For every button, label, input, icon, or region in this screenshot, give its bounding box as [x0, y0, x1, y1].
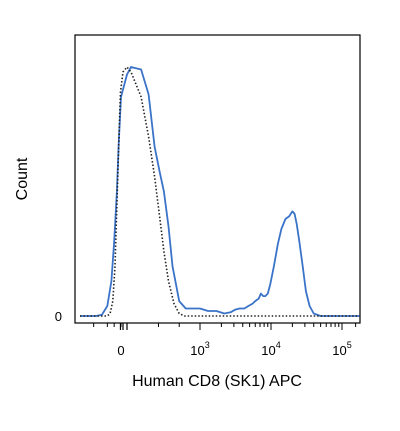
stained-histogram-line	[80, 66, 360, 317]
x-tick-label: 0	[117, 343, 124, 358]
series-layer	[80, 66, 360, 317]
plot-frame	[74, 34, 361, 324]
x-tick-label: 103	[190, 340, 209, 358]
x-axis-title: Human CD8 (SK1) APC	[132, 373, 302, 390]
x-axis-ticks	[93, 323, 357, 330]
control-histogram-line	[80, 66, 360, 317]
x-tick-label: 104	[261, 340, 280, 358]
y-tick-label: 0	[55, 309, 62, 324]
x-axis-tick-labels: 0 103 104 105	[117, 340, 351, 358]
x-tick-label: 105	[332, 340, 351, 358]
y-axis-tick-labels: 0	[55, 309, 62, 324]
y-axis-title: Count	[14, 157, 31, 200]
